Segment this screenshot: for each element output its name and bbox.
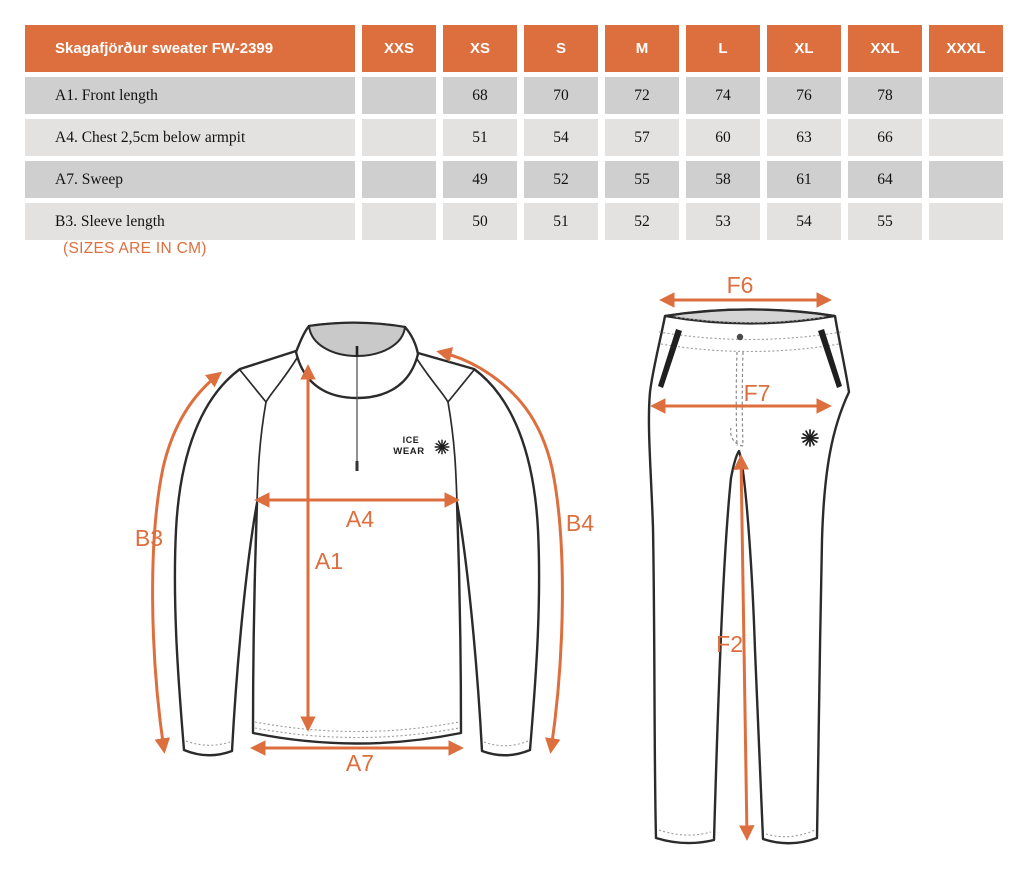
fly-stitch: [735, 351, 738, 447]
a7-label: A7: [346, 750, 374, 776]
size-col-m: M: [605, 25, 679, 72]
f2-label: F2: [716, 631, 743, 657]
left-raglan-seam: [256, 357, 298, 504]
size-col-l: L: [686, 25, 760, 72]
row-label: B3. Sleeve length: [25, 203, 355, 240]
fly-stitch: [741, 351, 744, 447]
size-value-cell: 55: [605, 161, 679, 198]
size-value-cell: 50: [443, 203, 517, 240]
size-table: Skagafjörður sweater FW-2399 XXS XS S M …: [18, 20, 1010, 245]
size-value-cell: [362, 161, 436, 198]
size-value-cell: 54: [767, 203, 841, 240]
size-value-cell: 58: [686, 161, 760, 198]
waistband-stitch: [658, 331, 842, 341]
f2-inseam-arrow: [733, 454, 755, 841]
b4-right-sleeve-arrow: [436, 347, 564, 754]
size-value-cell: [929, 161, 1003, 198]
size-value-cell: 78: [848, 77, 922, 114]
size-value-cell: 51: [443, 119, 517, 156]
b4-label: B4: [566, 510, 594, 536]
waist-inner-stitch: [675, 316, 825, 324]
row-label: A1. Front length: [25, 77, 355, 114]
size-value-cell: 70: [524, 77, 598, 114]
size-value-cell: 54: [524, 119, 598, 156]
b3-left-sleeve-arrow: [151, 371, 223, 754]
size-value-cell: 68: [443, 77, 517, 114]
size-col-xxxl: XXXL: [929, 25, 1003, 72]
right-pocket: [818, 329, 842, 388]
sweater-collar-inside: [307, 321, 407, 358]
size-value-cell: [362, 203, 436, 240]
units-note: (SIZES ARE IN CM): [63, 240, 207, 257]
a4-label: A4: [346, 506, 374, 532]
size-value-cell: [362, 119, 436, 156]
f6-label: F6: [727, 272, 754, 298]
left-pocket: [658, 329, 682, 388]
table-row: A4. Chest 2,5cm below armpit 51 54 57 60…: [25, 119, 1003, 156]
size-value-cell: 76: [767, 77, 841, 114]
sweater-drawing: ICE WEAR A4 A1 A7 B3 B4: [135, 321, 594, 776]
table-header-row: Skagafjörður sweater FW-2399 XXS XS S M …: [25, 25, 1003, 72]
a1-label: A1: [315, 548, 343, 574]
left-leg-hem-stitch: [658, 829, 712, 836]
size-value-cell: 55: [848, 203, 922, 240]
icewear-logo-line1: ICE: [403, 435, 420, 445]
left-shoulder-seam: [239, 369, 267, 403]
b3-label: B3: [135, 525, 163, 551]
size-col-s: S: [524, 25, 598, 72]
product-title: Skagafjörður sweater FW-2399: [25, 25, 355, 72]
size-value-cell: 61: [767, 161, 841, 198]
size-value-cell: 72: [605, 77, 679, 114]
size-col-xs: XS: [443, 25, 517, 72]
size-value-cell: [929, 203, 1003, 240]
table-row: A1. Front length 68 70 72 74 76 78: [25, 77, 1003, 114]
pants-drawing: F6 F7 F2: [647, 272, 851, 845]
fly-hook-stitch: [730, 427, 744, 447]
size-value-cell: 51: [524, 203, 598, 240]
size-value-cell: 52: [605, 203, 679, 240]
size-value-cell: 53: [686, 203, 760, 240]
size-value-cell: [929, 119, 1003, 156]
size-value-cell: 74: [686, 77, 760, 114]
waist-opening: [664, 308, 836, 325]
size-value-cell: 57: [605, 119, 679, 156]
table-row: B3. Sleeve length 50 51 52 53 54 55: [25, 203, 1003, 240]
table-row: A7. Sweep 49 52 55 58 61 64: [25, 161, 1003, 198]
f7-label: F7: [744, 380, 771, 406]
size-value-cell: 66: [848, 119, 922, 156]
waist-button: [736, 333, 744, 341]
icewear-logo-line2: WEAR: [393, 446, 424, 457]
size-value-cell: 63: [767, 119, 841, 156]
size-value-cell: [929, 77, 1003, 114]
row-label: A7. Sweep: [25, 161, 355, 198]
row-label: A4. Chest 2,5cm below armpit: [25, 119, 355, 156]
size-value-cell: 60: [686, 119, 760, 156]
size-col-xxl: XXL: [848, 25, 922, 72]
size-col-xxs: XXS: [362, 25, 436, 72]
size-value-cell: 64: [848, 161, 922, 198]
size-value-cell: [362, 77, 436, 114]
size-col-xl: XL: [767, 25, 841, 72]
size-value-cell: 52: [524, 161, 598, 198]
size-value-cell: 49: [443, 161, 517, 198]
